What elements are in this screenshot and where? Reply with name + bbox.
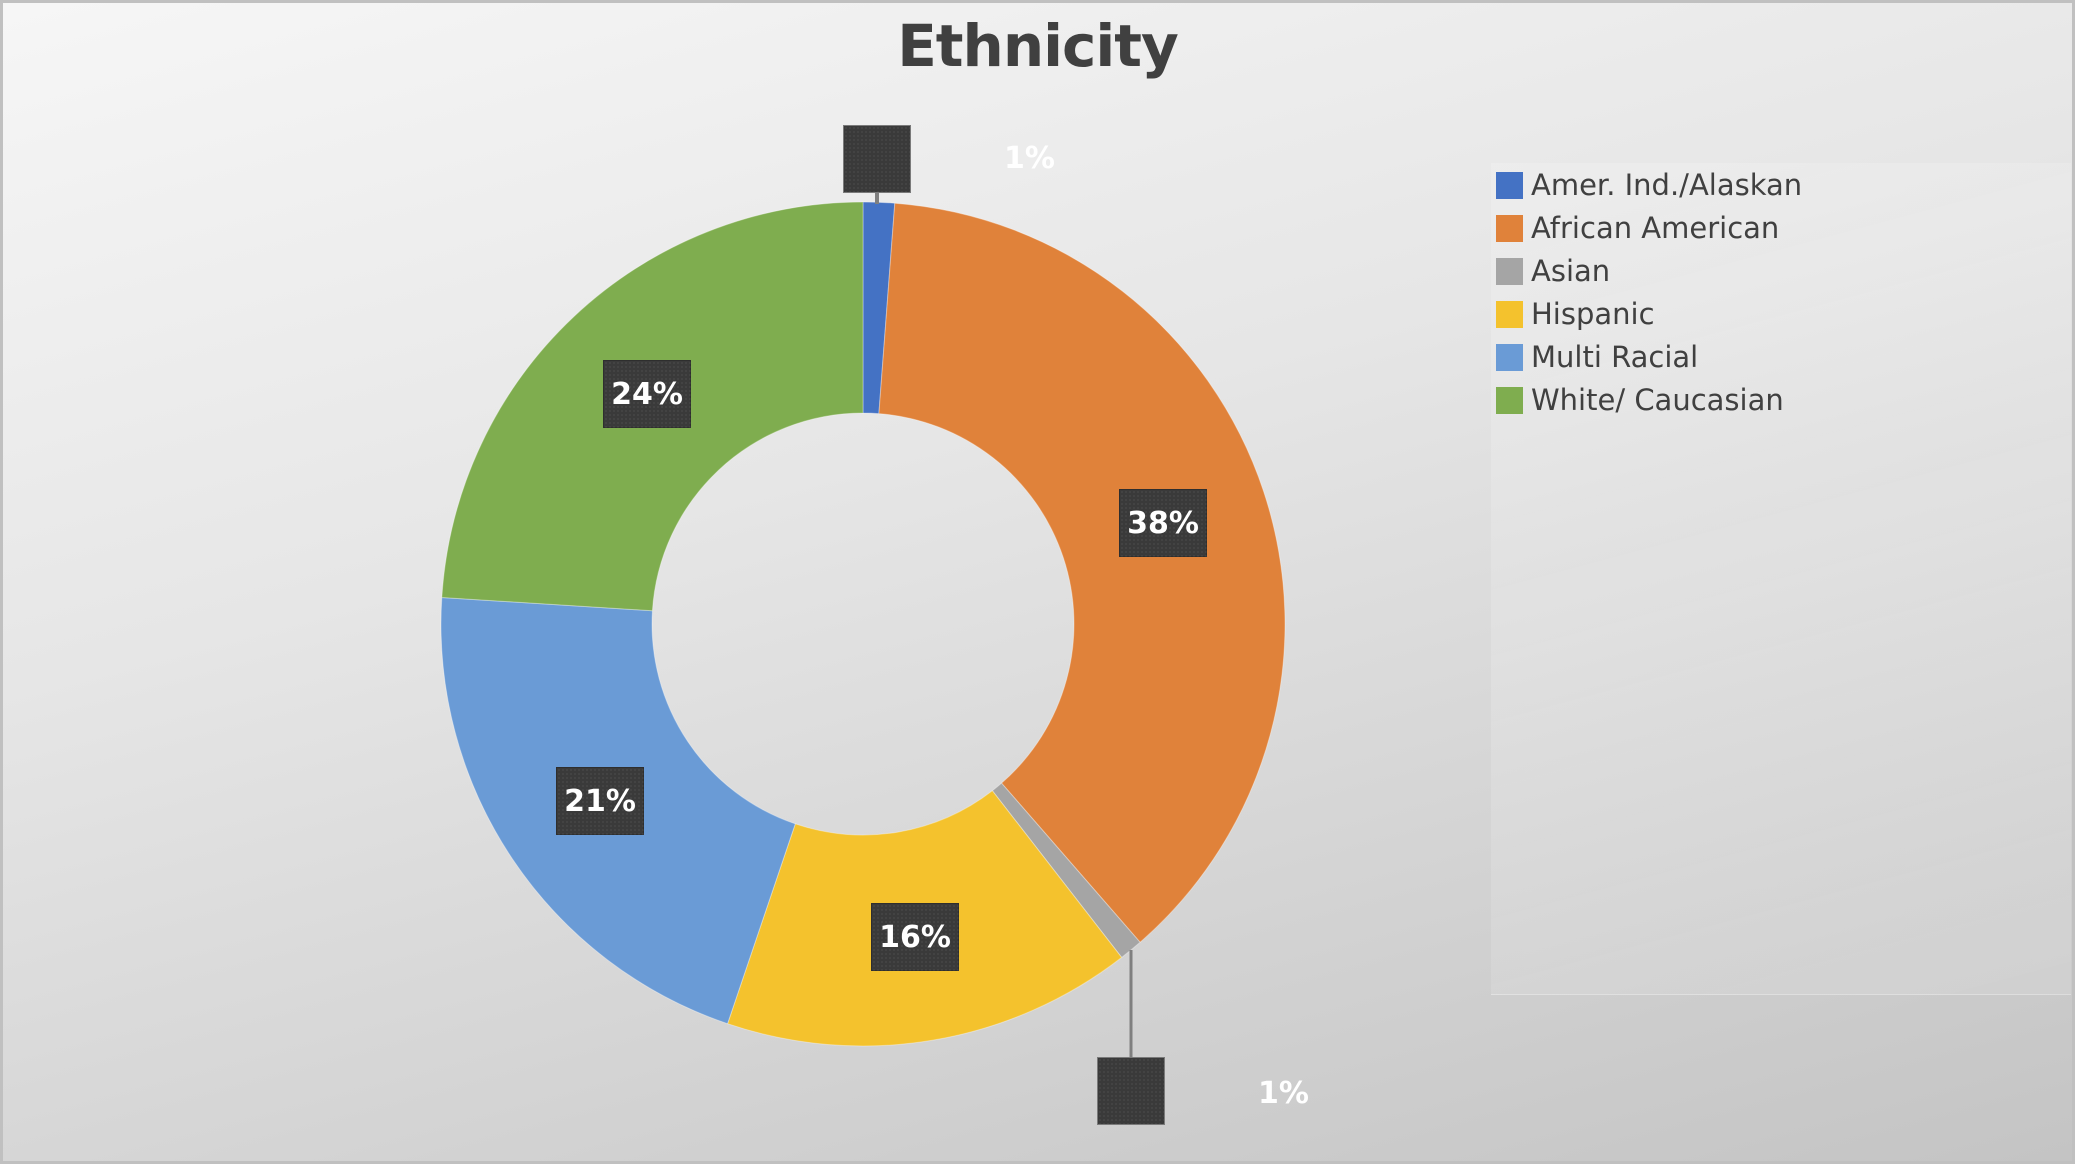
legend-item-white: White/ Caucasian [1496,380,1784,420]
legend-swatch-african-american [1496,214,1523,242]
callout-box-amer-ind [843,125,911,193]
data-label-asian: 1% [1258,1076,1309,1111]
legend-item-amer-ind: Amer. Ind./Alaskan [1496,165,1802,205]
slice-african-american [878,202,1286,943]
legend-swatch-multi-racial [1496,343,1523,371]
legend-label: Multi Racial [1531,340,1699,374]
legend-item-african-american: African American [1496,208,1779,248]
legend-item-multi-racial: Multi Racial [1496,337,1698,377]
chart-legend: Amer. Ind./Alaskan African American Asia… [1491,163,2071,995]
legend-item-asian: Asian [1496,251,1610,291]
legend-swatch-amer-ind [1496,171,1523,199]
legend-item-hispanic: Hispanic [1496,294,1655,334]
legend-swatch-white [1496,386,1523,414]
legend-label: White/ Caucasian [1531,383,1784,417]
data-label-african-american: 38% [1119,489,1207,557]
data-label-white: 24% [603,360,691,428]
legend-label: Asian [1531,254,1611,288]
data-label-amer-ind: 1% [1004,141,1055,176]
legend-label: Hispanic [1531,297,1655,331]
slice-amer-ind [862,201,896,415]
legend-swatch-asian [1496,257,1523,285]
legend-label: African American [1531,211,1780,245]
callout-box-asian [1097,1057,1165,1125]
data-label-multi-racial: 21% [556,767,644,835]
chart-title: Ethnicity [897,12,1179,80]
data-label-hispanic: 16% [871,903,959,971]
legend-label: Amer. Ind./Alaskan [1531,168,1803,202]
donut-slices [440,201,1286,1047]
legend-swatch-hispanic [1496,300,1523,328]
